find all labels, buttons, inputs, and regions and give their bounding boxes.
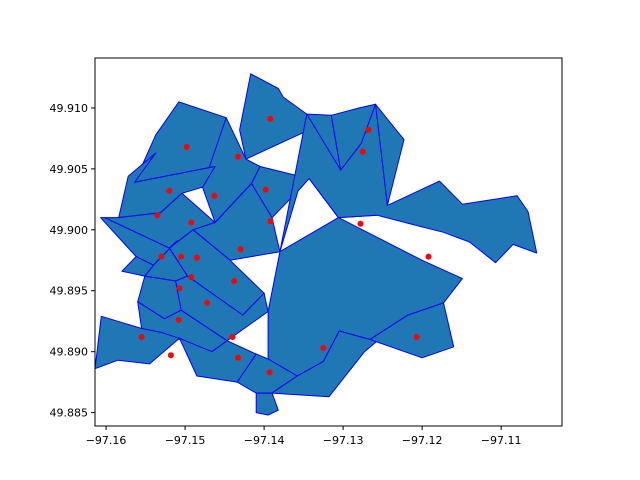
x-tick-label: −97.15 <box>165 434 206 447</box>
centroid-point-18 <box>188 274 195 281</box>
y-axis: 49.885 49.890 49.895 49.900 49.905 49.910 <box>50 102 95 420</box>
y-tick-label: 49.905 <box>50 163 89 176</box>
y-tick-label: 49.910 <box>50 102 89 115</box>
centroid-point-20 <box>176 285 183 292</box>
centroid-point-1 <box>267 115 274 122</box>
centroid-point-8 <box>262 186 269 193</box>
centroid-point-6 <box>166 187 173 194</box>
centroid-point-9 <box>154 212 161 219</box>
centroid-point-25 <box>413 334 420 340</box>
centroid-point-14 <box>158 253 165 260</box>
centroid-point-11 <box>267 218 274 225</box>
centroid-point-12 <box>357 220 364 227</box>
centroid-point-23 <box>138 334 145 340</box>
points-layer <box>138 115 432 376</box>
centroid-point-27 <box>167 352 174 359</box>
region-polygon-23 <box>369 302 455 359</box>
x-tick-label: −97.13 <box>323 434 364 447</box>
x-tick-label: −97.16 <box>86 434 127 447</box>
axes-frame <box>94 57 563 427</box>
centroid-point-7 <box>211 192 218 199</box>
centroid-point-29 <box>266 369 273 376</box>
centroid-point-3 <box>235 153 241 160</box>
region-polygon-24 <box>255 392 279 416</box>
region-polygon-19 <box>94 315 180 370</box>
y-tick-label: 49.895 <box>50 285 89 298</box>
y-tick-label: 49.900 <box>50 224 89 237</box>
centroid-point-10 <box>188 219 195 226</box>
centroid-point-28 <box>235 354 241 361</box>
x-tick-label: −97.11 <box>481 434 522 447</box>
centroid-point-26 <box>320 345 327 351</box>
centroid-point-24 <box>229 334 236 340</box>
centroid-point-19 <box>231 278 238 284</box>
y-tick-label: 49.885 <box>50 407 89 420</box>
x-tick-label: −97.14 <box>244 434 285 447</box>
centroid-point-22 <box>175 317 182 323</box>
centroid-point-15 <box>178 253 185 260</box>
regions-layer <box>94 73 538 416</box>
centroid-point-17 <box>425 253 432 260</box>
centroid-point-2 <box>183 144 190 150</box>
y-tick-label: 49.890 <box>50 346 89 359</box>
centroid-point-21 <box>204 299 211 306</box>
centroid-point-5 <box>359 148 366 155</box>
centroid-point-16 <box>193 254 200 261</box>
centroid-point-4 <box>365 126 372 133</box>
centroid-point-13 <box>237 246 244 253</box>
x-axis: −97.16 −97.15 −97.14 −97.13 −97.12 −97.11 <box>86 426 522 447</box>
x-tick-label: −97.12 <box>402 434 443 447</box>
